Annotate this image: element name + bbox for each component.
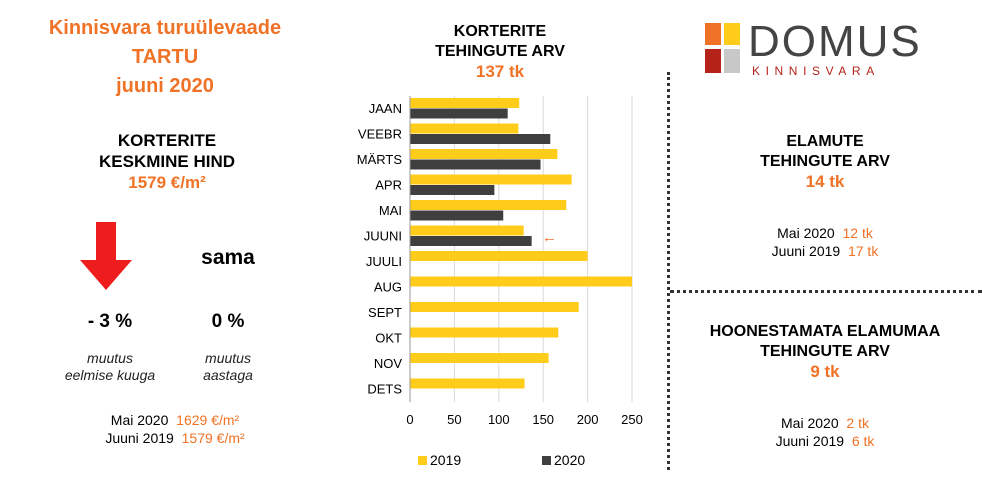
- house-label-2: TEHINGUTE ARV: [760, 153, 890, 170]
- compare-value: 17 tk: [847, 243, 879, 259]
- land-label-1: HOONESTAMATA ELAMUMAA: [709, 323, 941, 340]
- bar-2019-dets: [410, 378, 525, 389]
- report-title: Kinnisvara turuülevaade TARTU juuni 2020: [0, 14, 330, 101]
- chart-header-line-1: KORTERITE: [453, 23, 547, 40]
- category-label: JUUNI: [364, 229, 402, 244]
- category-label: AUG: [374, 280, 402, 295]
- chart-header: KORTERITE TEHINGUTE ARV 137 tk: [385, 22, 615, 82]
- down-arrow-icon: [80, 222, 132, 290]
- bar-2019-nov: [410, 353, 549, 363]
- house-value: 14 tk: [805, 172, 845, 191]
- price-compare-row: Juuni 2019 1579 €/m²: [30, 429, 320, 447]
- compare-value: 2 tk: [846, 415, 869, 431]
- bar-2020-jaan: [410, 108, 508, 119]
- domus-logo: [700, 20, 950, 76]
- month-change-value: - 3 %: [87, 311, 133, 332]
- year-change-value: 0 %: [211, 311, 245, 332]
- bar-2019-jaan: [410, 98, 520, 108]
- x-tick-label: 0: [406, 412, 413, 427]
- year-caption-2: aastaga: [203, 367, 253, 383]
- logo-mark-icon: [705, 23, 740, 73]
- house-transactions-block: ELAMUTE TEHINGUTE ARV 14 tk: [690, 132, 960, 192]
- month-caption-1: muutus: [87, 350, 133, 366]
- year-change-caption: muutus aastaga: [178, 350, 278, 384]
- bar-2019-aug: [410, 276, 632, 287]
- land-comparison: Mai 2020 2 tk Juuni 2019 6 tk: [690, 414, 960, 450]
- title-line-3: juuni 2020: [116, 75, 214, 97]
- category-label: MAI: [379, 203, 402, 218]
- chart-header-value: 137 tk: [475, 62, 525, 81]
- bar-2020-juuni: [410, 236, 532, 246]
- bar-2019-apr: [410, 174, 572, 185]
- compare-value: 6 tk: [851, 433, 875, 449]
- bar-2020-veebr: [410, 134, 551, 144]
- compare-label: Mai 2020: [777, 225, 835, 241]
- category-label: JAAN: [369, 101, 402, 116]
- average-price-block: KORTERITE KESKMINE HIND 1579 €/m²: [60, 130, 274, 193]
- house-comparison: Mai 2020 12 tk Juuni 2019 17 tk: [690, 224, 960, 260]
- compare-label: Juuni 2019: [105, 430, 174, 446]
- annotation-arrow-icon: ←: [542, 229, 557, 246]
- category-label: OKT: [375, 331, 402, 346]
- price-label-2: KESKMINE HIND: [98, 152, 235, 171]
- legend-label: 2020: [554, 452, 585, 468]
- land-transactions-block: HOONESTAMATA ELAMUMAA TEHINGUTE ARV 9 tk: [680, 322, 970, 382]
- house-compare-row: Juuni 2019 17 tk: [690, 242, 960, 260]
- month-caption-2: eelmise kuuga: [64, 367, 156, 383]
- compare-label: Mai 2020: [110, 412, 169, 428]
- bar-2020-apr: [410, 185, 495, 195]
- legend-swatch: [542, 456, 551, 465]
- price-comparison: Mai 2020 1629 €/m² Juuni 2019 1579 €/m²: [30, 411, 320, 447]
- category-label: VEEBR: [358, 127, 402, 142]
- bar-2020-mai: [410, 210, 504, 221]
- compare-label: Juuni 2019: [771, 243, 841, 259]
- bar-2019-juuli: [410, 251, 588, 261]
- bar-2020-märts: [410, 159, 541, 170]
- bar-2019-sept: [410, 302, 579, 312]
- land-compare-row: Juuni 2019 6 tk: [690, 432, 960, 450]
- compare-label: Mai 2020: [781, 415, 839, 431]
- bar-2019-okt: [410, 327, 559, 338]
- land-label-2: TEHINGUTE ARV: [760, 343, 890, 360]
- land-compare-row: Mai 2020 2 tk: [690, 414, 960, 432]
- bar-2019-mai: [410, 200, 567, 210]
- compare-value: 12 tk: [842, 225, 873, 241]
- compare-value: 1579 €/m²: [181, 430, 245, 446]
- title-line-2: TARTU: [131, 46, 199, 68]
- category-label: DETS: [367, 382, 402, 397]
- year-change-word: sama: [201, 246, 255, 269]
- x-tick-label: 150: [532, 412, 554, 427]
- legend-swatch: [418, 456, 427, 465]
- bar-2019-märts: [410, 149, 558, 159]
- compare-value: 1629 €/m²: [176, 412, 240, 428]
- house-label-1: ELAMUTE: [786, 133, 864, 150]
- month-change-caption: muutus eelmise kuuga: [40, 350, 180, 384]
- x-tick-label: 100: [488, 412, 510, 427]
- price-compare-row: Mai 2020 1629 €/m²: [30, 411, 320, 429]
- chart-header-line-2: TEHINGUTE ARV: [435, 43, 565, 60]
- x-tick-label: 50: [447, 412, 461, 427]
- category-label: NOV: [374, 356, 403, 371]
- logo-wordmark: DOMUS: [748, 17, 922, 66]
- bar-2019-veebr: [410, 123, 519, 134]
- x-tick-label: 200: [577, 412, 599, 427]
- bar-2019-juuni: [410, 225, 524, 236]
- horizontal-divider: [670, 290, 982, 293]
- price-label-1: KORTERITE: [117, 131, 217, 150]
- category-label: JUULI: [366, 254, 402, 269]
- logo-subtitle: KINNISVARA: [752, 64, 880, 78]
- land-value: 9 tk: [810, 362, 840, 381]
- category-label: MÄRTS: [357, 152, 403, 167]
- title-line-1: Kinnisvara turuülevaade: [48, 17, 282, 39]
- year-caption-1: muutus: [205, 350, 251, 366]
- x-tick-label: 250: [621, 412, 643, 427]
- category-label: SEPT: [368, 305, 402, 320]
- price-value: 1579 €/m²: [128, 173, 206, 192]
- legend-label: 2019: [430, 452, 461, 468]
- category-label: APR: [375, 178, 402, 193]
- house-compare-row: Mai 2020 12 tk: [690, 224, 960, 242]
- vertical-divider: [667, 72, 670, 470]
- compare-label: Juuni 2019: [775, 433, 845, 449]
